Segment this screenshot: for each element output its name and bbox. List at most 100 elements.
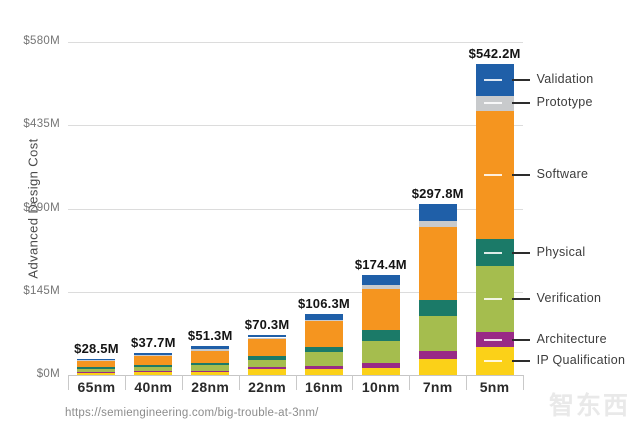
segment-physical-16nm bbox=[304, 346, 343, 353]
legend-leader-validation bbox=[511, 78, 530, 81]
segment-ip-qualification-22nm bbox=[248, 369, 287, 375]
bar-value-label-65nm: $28.5M bbox=[74, 340, 119, 356]
x-axis-tick bbox=[68, 375, 69, 390]
segment-prototype-16nm bbox=[304, 319, 343, 322]
x-axis-label-7nm: 7nm bbox=[422, 379, 453, 395]
segment-software-28nm bbox=[191, 350, 230, 363]
legend-label-physical: Physical bbox=[536, 244, 586, 259]
legend-leader-inner-prototype bbox=[483, 102, 502, 105]
gridline-$145M bbox=[68, 291, 523, 293]
segment-software-22nm bbox=[248, 339, 287, 357]
gridline-$290M bbox=[68, 208, 523, 210]
segment-verification-65nm bbox=[77, 368, 116, 373]
segment-ip-qualification-7nm bbox=[418, 359, 457, 375]
source-url: https://semiengineering.com/big-trouble-… bbox=[65, 407, 319, 419]
legend-leader-inner-architecture bbox=[483, 338, 502, 341]
legend-leader-software bbox=[511, 173, 530, 176]
segment-software-65nm bbox=[77, 360, 116, 368]
x-axis-label-5nm: 5nm bbox=[479, 379, 510, 395]
legend-label-ip-qualification: IP Qualification bbox=[536, 353, 626, 368]
segment-software-10nm bbox=[361, 288, 400, 330]
x-axis-tick bbox=[295, 375, 297, 390]
legend-leader-ip-qualification bbox=[511, 360, 530, 363]
segment-software-16nm bbox=[304, 321, 343, 347]
y-tick-label: $0M bbox=[36, 368, 60, 380]
segment-architecture-7nm bbox=[418, 351, 457, 360]
legend-label-prototype: Prototype bbox=[536, 95, 593, 110]
segment-architecture-65nm bbox=[77, 372, 116, 373]
gridline-$435M bbox=[68, 125, 523, 127]
x-axis-label-22nm: 22nm bbox=[248, 379, 286, 395]
legend-label-architecture: Architecture bbox=[536, 331, 607, 346]
segment-software-7nm bbox=[418, 227, 457, 301]
x-axis-label-65nm: 65nm bbox=[77, 379, 116, 395]
segment-software-40nm bbox=[134, 356, 173, 365]
segment-verification-10nm bbox=[361, 341, 400, 363]
segment-ip-qualification-16nm bbox=[304, 368, 343, 375]
legend-label-verification: Verification bbox=[536, 291, 602, 306]
segment-validation-7nm bbox=[418, 204, 457, 221]
y-tick-label: $290M bbox=[23, 201, 60, 214]
bar-value-label-16nm: $106.3M bbox=[297, 295, 350, 311]
segment-architecture-28nm bbox=[191, 370, 230, 373]
gridline-$580M bbox=[68, 42, 523, 43]
segment-architecture-40nm bbox=[134, 371, 173, 373]
x-axis-tick bbox=[352, 375, 354, 390]
x-axis-tick bbox=[409, 375, 411, 390]
x-axis-tick bbox=[523, 375, 524, 390]
segment-verification-22nm bbox=[248, 359, 287, 368]
segment-architecture-10nm bbox=[361, 362, 400, 369]
legend-leader-inner-software bbox=[483, 173, 502, 176]
x-axis-tick bbox=[238, 375, 240, 390]
segment-physical-10nm bbox=[361, 329, 400, 342]
segment-validation-28nm bbox=[191, 345, 230, 350]
x-axis-label-28nm: 28nm bbox=[191, 379, 230, 395]
legend-leader-inner-validation bbox=[483, 78, 502, 81]
legend-leader-physical bbox=[511, 251, 530, 254]
x-axis-label-16nm: 16nm bbox=[305, 379, 343, 395]
legend-label-validation: Validation bbox=[536, 71, 594, 86]
segment-prototype-7nm bbox=[418, 220, 457, 228]
segment-ip-qualification-65nm bbox=[77, 372, 116, 375]
segment-physical-40nm bbox=[134, 364, 173, 367]
segment-validation-40nm bbox=[134, 353, 173, 356]
y-tick-label: $580M bbox=[23, 35, 60, 47]
x-axis-label-40nm: 40nm bbox=[134, 379, 173, 395]
segment-architecture-22nm bbox=[248, 367, 287, 370]
segment-validation-10nm bbox=[361, 274, 400, 286]
legend-leader-architecture bbox=[511, 338, 530, 341]
segment-verification-7nm bbox=[418, 315, 457, 352]
segment-architecture-16nm bbox=[304, 366, 343, 369]
bar-value-label-10nm: $174.4M bbox=[354, 256, 407, 272]
segment-physical-65nm bbox=[77, 367, 116, 369]
watermark-logo: 智东西 bbox=[548, 392, 630, 420]
y-tick-label: $145M bbox=[23, 284, 60, 297]
segment-validation-65nm bbox=[77, 358, 116, 361]
x-axis-tick bbox=[124, 375, 126, 390]
legend-leader-verification bbox=[511, 298, 530, 301]
segment-verification-40nm bbox=[134, 366, 173, 372]
bar-value-label-5nm: $542.2M bbox=[468, 45, 521, 61]
legend-label-software: Software bbox=[536, 166, 589, 181]
segment-validation-22nm bbox=[248, 334, 287, 338]
segment-ip-qualification-10nm bbox=[361, 368, 400, 375]
legend-leader-inner-physical bbox=[483, 251, 502, 254]
segment-validation-16nm bbox=[304, 313, 343, 320]
x-axis-tick bbox=[181, 375, 183, 390]
y-tick-label: $435M bbox=[23, 118, 60, 131]
bar-value-label-7nm: $297.8M bbox=[411, 186, 464, 202]
segment-prototype-28nm bbox=[191, 349, 230, 351]
segment-prototype-65nm bbox=[77, 360, 116, 361]
segment-physical-7nm bbox=[418, 300, 457, 316]
legend-leader-inner-verification bbox=[483, 298, 502, 301]
x-axis-label-10nm: 10nm bbox=[361, 379, 400, 395]
bar-value-label-22nm: $70.3M bbox=[244, 316, 290, 332]
segment-prototype-10nm bbox=[361, 285, 400, 289]
segment-verification-16nm bbox=[304, 352, 343, 367]
legend-leader-prototype bbox=[511, 102, 530, 105]
bar-value-label-40nm: $37.7M bbox=[131, 335, 176, 351]
segment-prototype-40nm bbox=[134, 355, 173, 357]
segment-prototype-22nm bbox=[248, 337, 287, 340]
x-axis-tick bbox=[466, 375, 468, 390]
